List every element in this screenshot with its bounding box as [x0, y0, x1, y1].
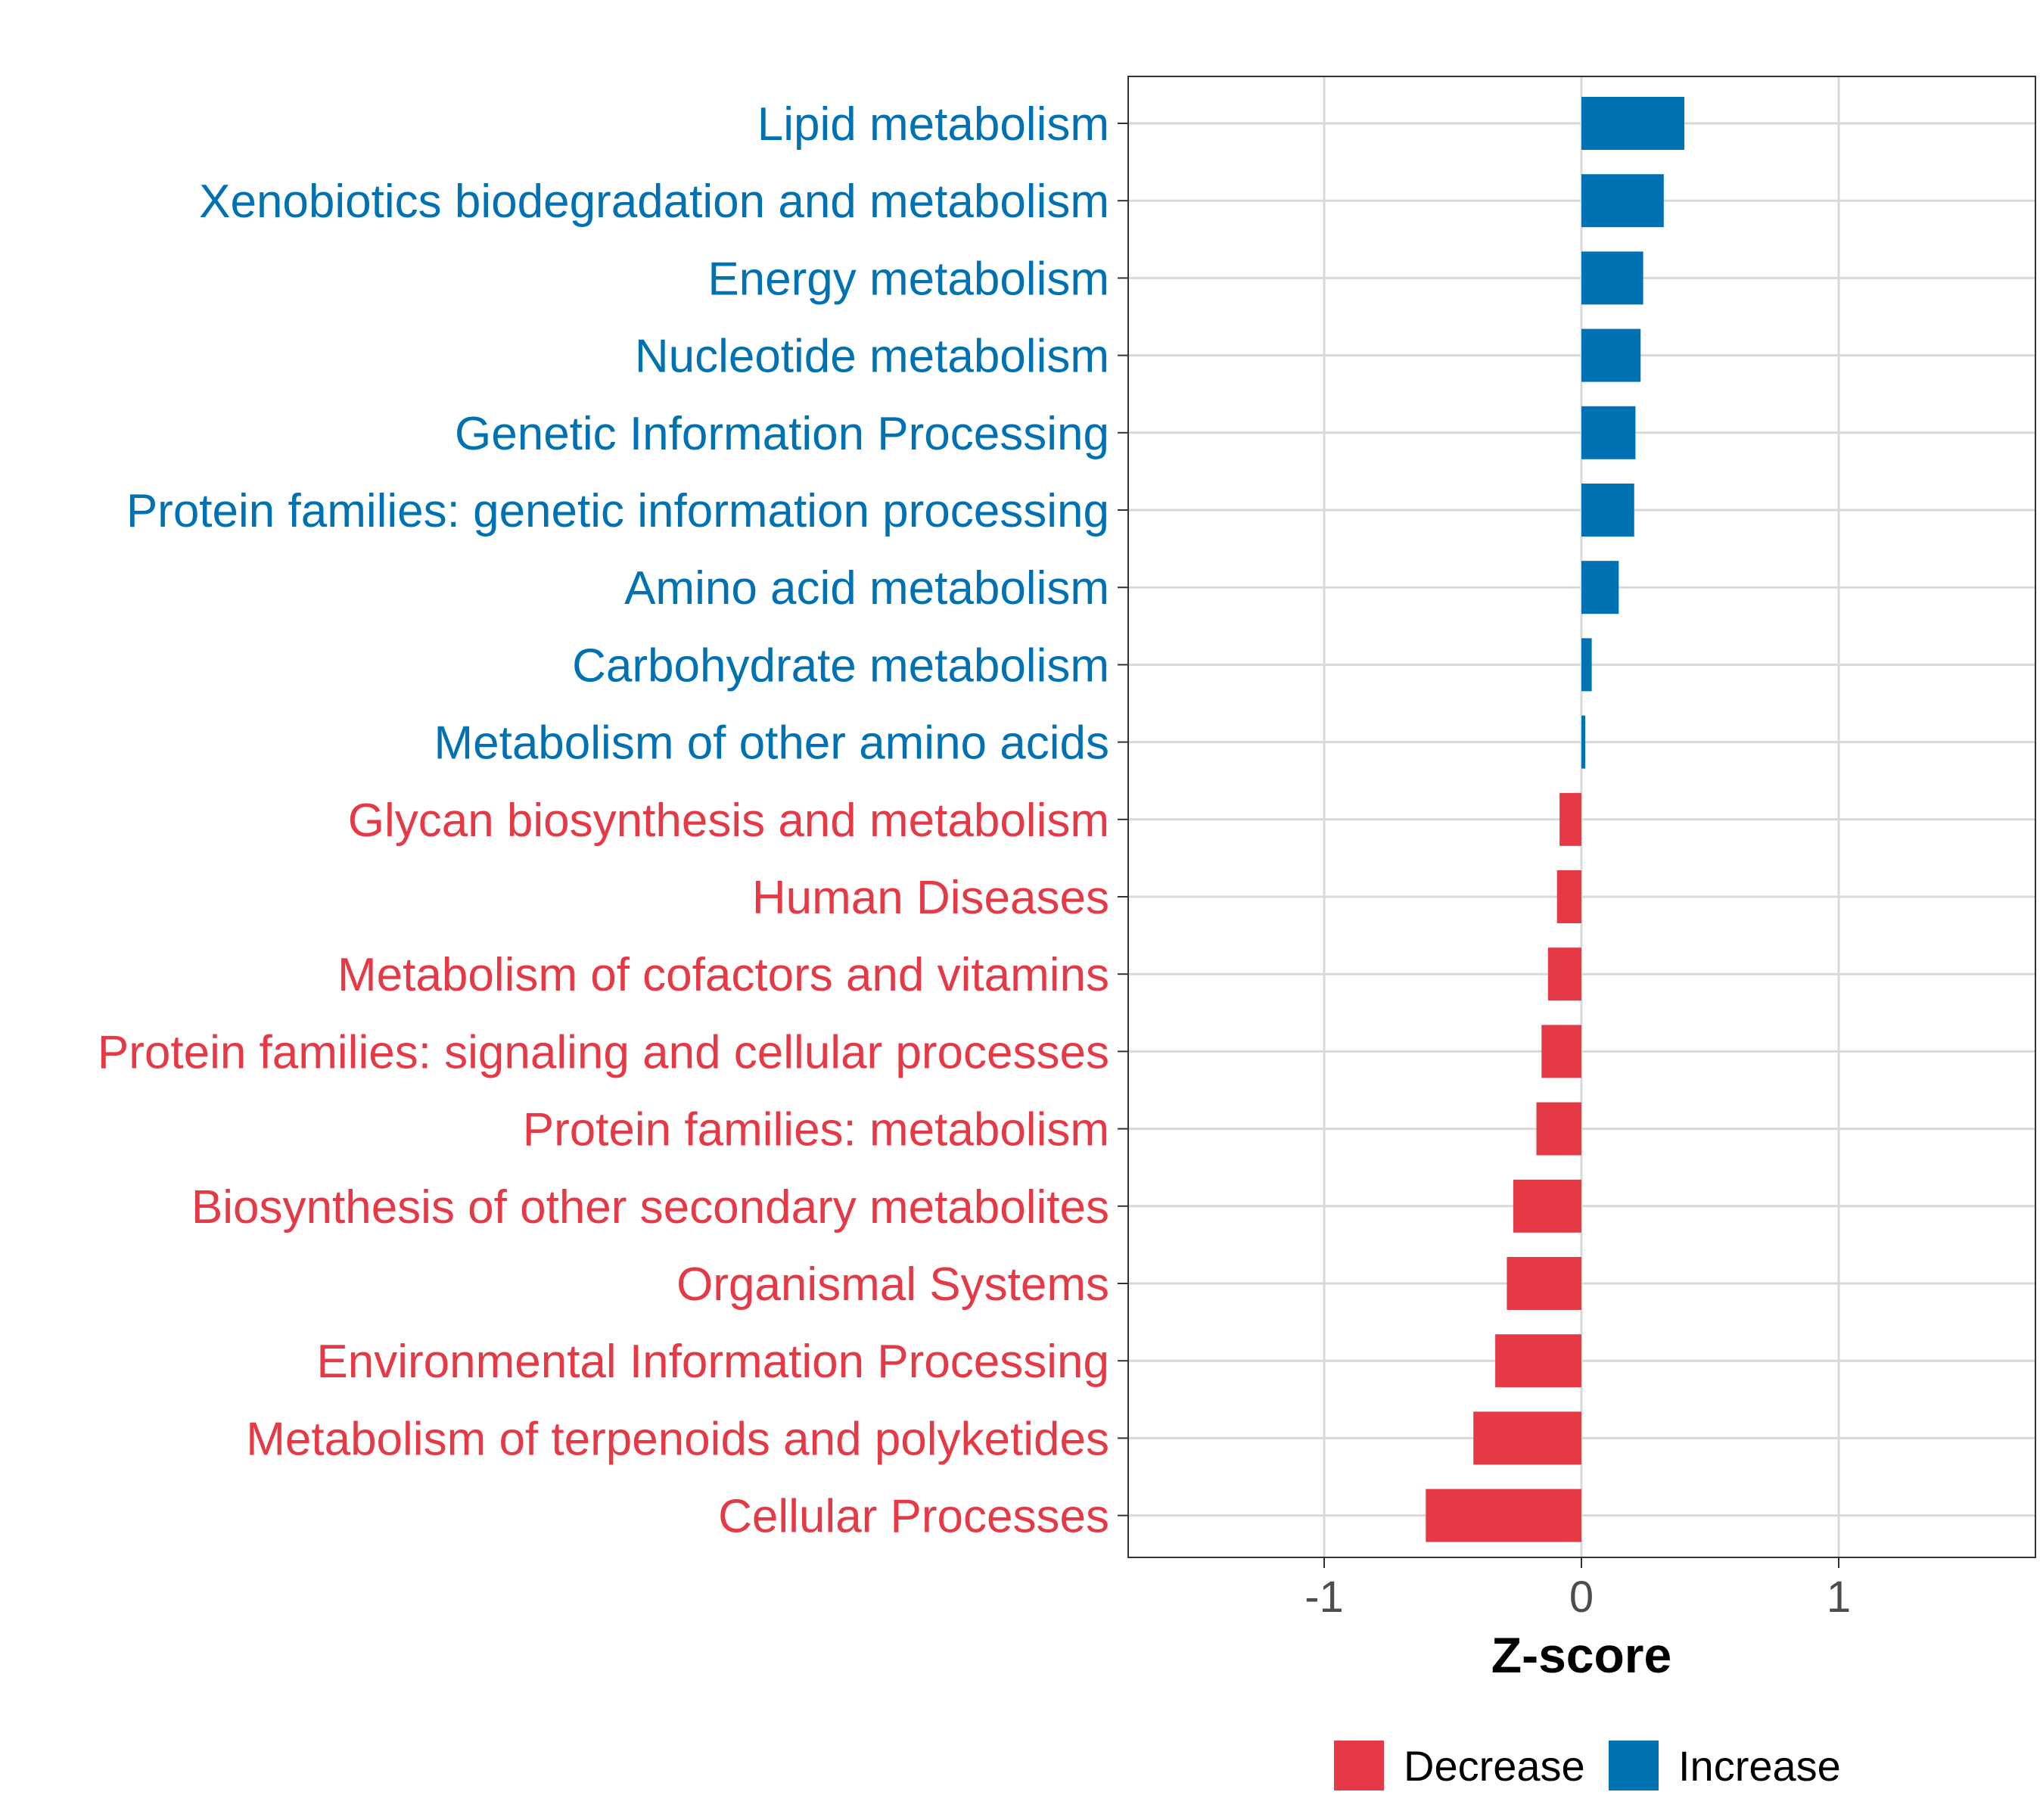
category-label: Organismal Systems	[676, 1258, 1109, 1311]
bar-layer	[1426, 97, 1684, 1542]
bar	[1541, 1025, 1581, 1078]
category-label: Metabolism of terpenoids and polyketides	[246, 1413, 1109, 1465]
category-label: Energy metabolism	[707, 253, 1109, 305]
category-label: Environmental Information Processing	[316, 1336, 1109, 1388]
bar	[1536, 1102, 1581, 1156]
legend-swatch	[1609, 1741, 1659, 1790]
category-label: Human Diseases	[752, 872, 1109, 924]
bar	[1426, 1489, 1581, 1542]
bar	[1473, 1411, 1581, 1465]
category-label: Protein families: signaling and cellular…	[98, 1026, 1109, 1078]
category-label: Cellular Processes	[718, 1491, 1109, 1543]
category-label: Protein families: genetic information pr…	[126, 485, 1109, 537]
bar	[1547, 947, 1581, 1001]
grid-layer	[1128, 76, 2035, 1557]
category-label: Lipid metabolism	[757, 98, 1109, 151]
category-label: Carbohydrate metabolism	[572, 639, 1109, 692]
category-label: Xenobiotics biodegradation and metabolis…	[199, 176, 1109, 228]
bar	[1581, 328, 1641, 382]
bar	[1556, 870, 1581, 923]
legend: Decrease Increase	[1334, 1741, 1841, 1790]
bar	[1581, 638, 1592, 692]
bar	[1581, 97, 1684, 150]
bar	[1507, 1257, 1581, 1310]
y-axis-labels: Lipid metabolism Xenobiotics biodegradati…	[98, 98, 1128, 1543]
category-label: Amino acid metabolism	[624, 562, 1109, 614]
bar	[1581, 174, 1664, 228]
bar	[1581, 251, 1643, 305]
legend-label: Decrease	[1404, 1742, 1585, 1790]
category-label: Metabolism of other amino acids	[434, 717, 1109, 770]
category-label: Glycan biosynthesis and metabolism	[348, 795, 1109, 847]
x-axis-title: Z-score	[1491, 1627, 1671, 1683]
legend-label: Increase	[1678, 1742, 1841, 1790]
bar	[1581, 484, 1634, 537]
x-tick-label: -1	[1304, 1573, 1344, 1622]
bar	[1581, 406, 1636, 459]
category-label: Biosynthesis of other secondary metaboli…	[191, 1181, 1109, 1234]
x-axis-ticks: -1 0 1	[1304, 1557, 1851, 1622]
bar	[1513, 1179, 1581, 1233]
category-label: Genetic Information Processing	[455, 408, 1109, 460]
bar	[1559, 792, 1581, 846]
bar	[1581, 715, 1586, 769]
bar	[1581, 561, 1619, 614]
bar	[1495, 1334, 1581, 1388]
legend-swatch	[1334, 1741, 1384, 1790]
category-label: Nucleotide metabolism	[635, 331, 1109, 383]
category-label: Protein families: metabolism	[523, 1104, 1109, 1156]
x-tick-label: 0	[1569, 1573, 1594, 1622]
category-label: Metabolism of cofactors and vitamins	[337, 949, 1109, 1001]
x-tick-label: 1	[1827, 1573, 1851, 1622]
